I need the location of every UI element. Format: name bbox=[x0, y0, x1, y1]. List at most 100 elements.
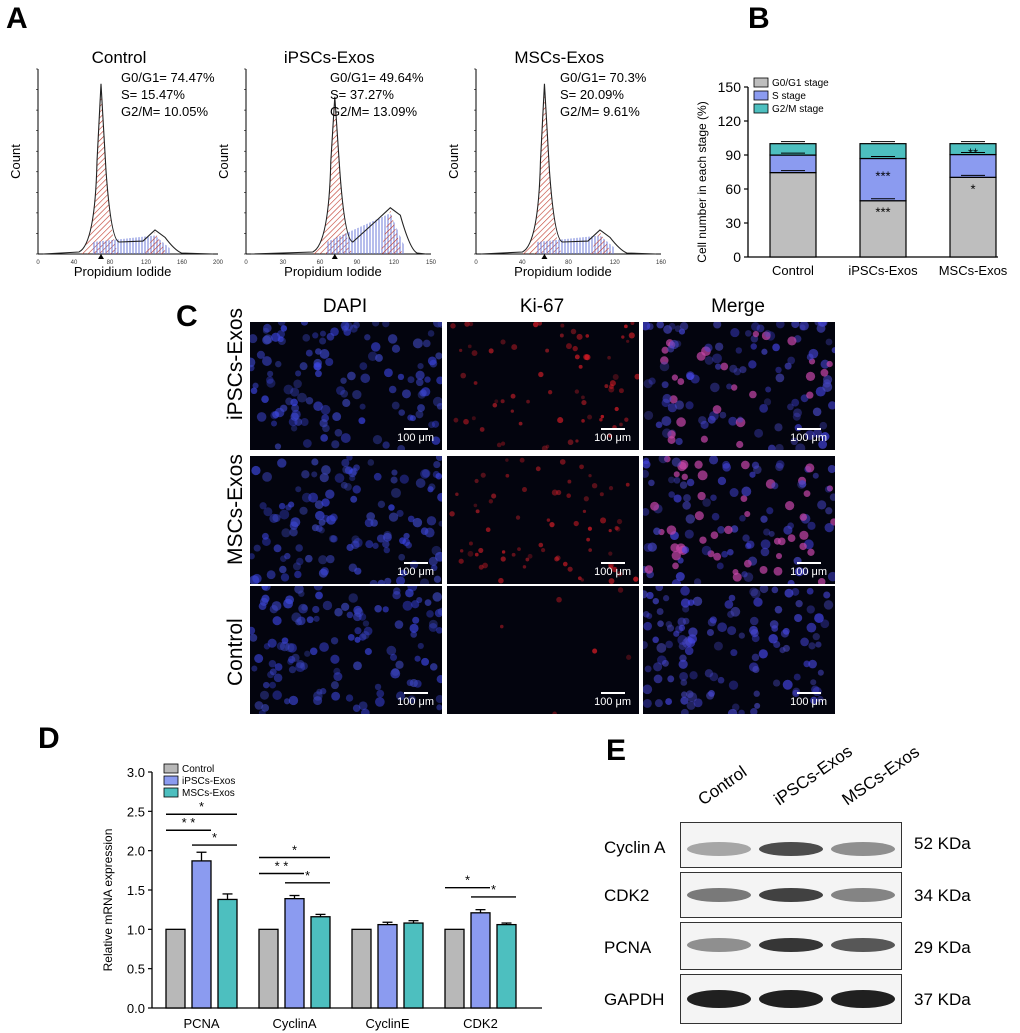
x-tick-label: 0 bbox=[474, 260, 478, 266]
kda-label-cyclin-a: 52 KDa bbox=[914, 834, 971, 853]
x-tick-label: 120 bbox=[141, 260, 152, 266]
flow-stat: S= 37.27% bbox=[330, 87, 394, 102]
flow-stat: G0/G1= 70.3% bbox=[560, 70, 647, 85]
flow-plot-title: MSCs-Exos bbox=[514, 48, 604, 67]
x-tick-label: 0 bbox=[244, 260, 248, 266]
x-tick-label: 90 bbox=[354, 260, 361, 266]
column-header-merge: Merge bbox=[711, 296, 765, 317]
g2m-peak-fill bbox=[145, 231, 167, 254]
bar bbox=[377, 923, 398, 1009]
scale-bar-label: 100 μm bbox=[397, 432, 434, 444]
y-tick-label: 120 bbox=[718, 113, 742, 129]
peak-marker-icon bbox=[98, 254, 104, 259]
histogram-outline bbox=[250, 96, 427, 255]
scale-bar bbox=[404, 428, 428, 430]
kda-label-pcna: 29 KDa bbox=[914, 938, 971, 957]
flow-stat: G2/M= 13.09% bbox=[330, 104, 418, 119]
band bbox=[759, 990, 823, 1008]
significance-annotation: * bbox=[970, 181, 975, 196]
y-tick-label: 2.0 bbox=[127, 844, 145, 859]
scale-bar-label: 100 μm bbox=[397, 566, 434, 578]
bar bbox=[444, 928, 465, 1009]
flow-plot-title: iPSCs-Exos bbox=[284, 48, 375, 67]
significance-label: * bbox=[465, 873, 470, 888]
significance-label: * * bbox=[275, 859, 289, 874]
x-tick-label: CyclinE bbox=[365, 1016, 409, 1031]
flow-stat: G2/M= 9.61% bbox=[560, 104, 640, 119]
micrograph-mscs-exos-dapi: 100 μm bbox=[250, 456, 442, 584]
histogram-outline bbox=[480, 83, 657, 255]
panel-label-d: D bbox=[38, 722, 60, 755]
scale-bar-label: 100 μm bbox=[594, 696, 631, 708]
bar bbox=[284, 898, 305, 1009]
y-tick-label: 2.5 bbox=[127, 804, 145, 819]
band bbox=[759, 938, 823, 952]
x-tick-label: 60 bbox=[317, 260, 324, 266]
band bbox=[687, 938, 751, 952]
micrograph-mscs-exos-merge: 100 μm bbox=[643, 456, 835, 584]
flow-histogram-0: 0 40 80 120 160 200 Control G0/G1= 74.47% S= 15.… bbox=[8, 48, 224, 279]
g0g1-peak-fill bbox=[522, 83, 563, 254]
flow-x-label: Propidium Iodide bbox=[284, 264, 382, 279]
column-header-dapi: DAPI bbox=[322, 296, 368, 317]
x-tick-label: 200 bbox=[213, 260, 224, 266]
scale-bar bbox=[404, 692, 428, 694]
blot-band-gapdh bbox=[680, 974, 902, 1024]
flow-stat: S= 15.47% bbox=[121, 87, 185, 102]
bar bbox=[165, 928, 186, 1009]
lane-label-control: Control bbox=[694, 762, 751, 810]
flow-stat: G2/M= 10.05% bbox=[121, 104, 209, 119]
y-axis-label: Cell number in each stage (%) bbox=[695, 101, 709, 262]
x-tick-label: CyclinA bbox=[272, 1016, 316, 1031]
significance-annotation: ** bbox=[968, 145, 978, 160]
flow-x-label: Propidium Iodide bbox=[74, 264, 172, 279]
band bbox=[831, 938, 895, 952]
flow-stat: G0/G1= 74.47% bbox=[121, 70, 215, 85]
row-label-control: Control bbox=[224, 618, 247, 686]
x-tick-label: 120 bbox=[610, 260, 621, 266]
micrograph-ipscs-exos-ki67: 100 μm bbox=[447, 322, 639, 450]
micrograph-control-dapi: 100 μm bbox=[250, 586, 442, 714]
legend-label: G2/M stage bbox=[772, 104, 824, 115]
scale-bar bbox=[601, 692, 625, 694]
y-tick-label: 0 bbox=[733, 249, 741, 265]
scale-bar bbox=[797, 562, 821, 564]
cell-cycle-stacked-bar-chart: 0 30 60 90 120 150 Cell number in each stage (… bbox=[695, 77, 1008, 278]
x-tick-label: Control bbox=[772, 263, 814, 278]
band bbox=[759, 888, 823, 902]
scale-bar bbox=[797, 428, 821, 430]
scale-bar bbox=[797, 692, 821, 694]
blot-label-gapdh: GAPDH bbox=[604, 990, 665, 1009]
x-tick-label: CDK2 bbox=[463, 1016, 498, 1031]
y-axis-label: Relative mRNA expression bbox=[101, 829, 115, 972]
legend-label: S stage bbox=[772, 91, 806, 102]
legend-label: G0/G1 stage bbox=[772, 78, 829, 89]
significance-label: * bbox=[199, 799, 204, 814]
blot-label-cdk2: CDK2 bbox=[604, 886, 650, 905]
bar bbox=[191, 860, 212, 1009]
blot-band-cyclin-a bbox=[680, 822, 902, 868]
blot-label-pcna: PCNA bbox=[604, 938, 652, 957]
bar-segment bbox=[769, 154, 817, 174]
bar bbox=[310, 916, 331, 1009]
legend-label: iPSCs-Exos bbox=[182, 776, 235, 787]
legend-label: Control bbox=[182, 764, 214, 775]
band bbox=[687, 888, 751, 902]
bar bbox=[217, 898, 238, 1009]
band bbox=[831, 842, 895, 856]
x-tick-label: 40 bbox=[519, 260, 526, 266]
significance-label: * bbox=[491, 882, 496, 897]
panel-label-b: B bbox=[748, 2, 770, 35]
y-tick-label: 3.0 bbox=[127, 765, 145, 780]
scale-bar bbox=[601, 428, 625, 430]
scale-bar-label: 100 μm bbox=[594, 566, 631, 578]
flow-x-label: Propidium Iodide bbox=[514, 264, 612, 279]
flow-y-label: Count bbox=[8, 144, 23, 179]
legend-swatch bbox=[163, 763, 179, 774]
x-tick-label: 120 bbox=[389, 260, 400, 266]
flow-histogram-2: 0 40 80 120 160 MSCs-Exos G0/G1= 70.3% S= 20.09… bbox=[446, 48, 667, 279]
column-header-ki67: Ki-67 bbox=[519, 296, 565, 317]
bar bbox=[351, 928, 372, 1009]
scale-bar-label: 100 μm bbox=[397, 696, 434, 708]
x-tick-label: 80 bbox=[107, 260, 114, 266]
